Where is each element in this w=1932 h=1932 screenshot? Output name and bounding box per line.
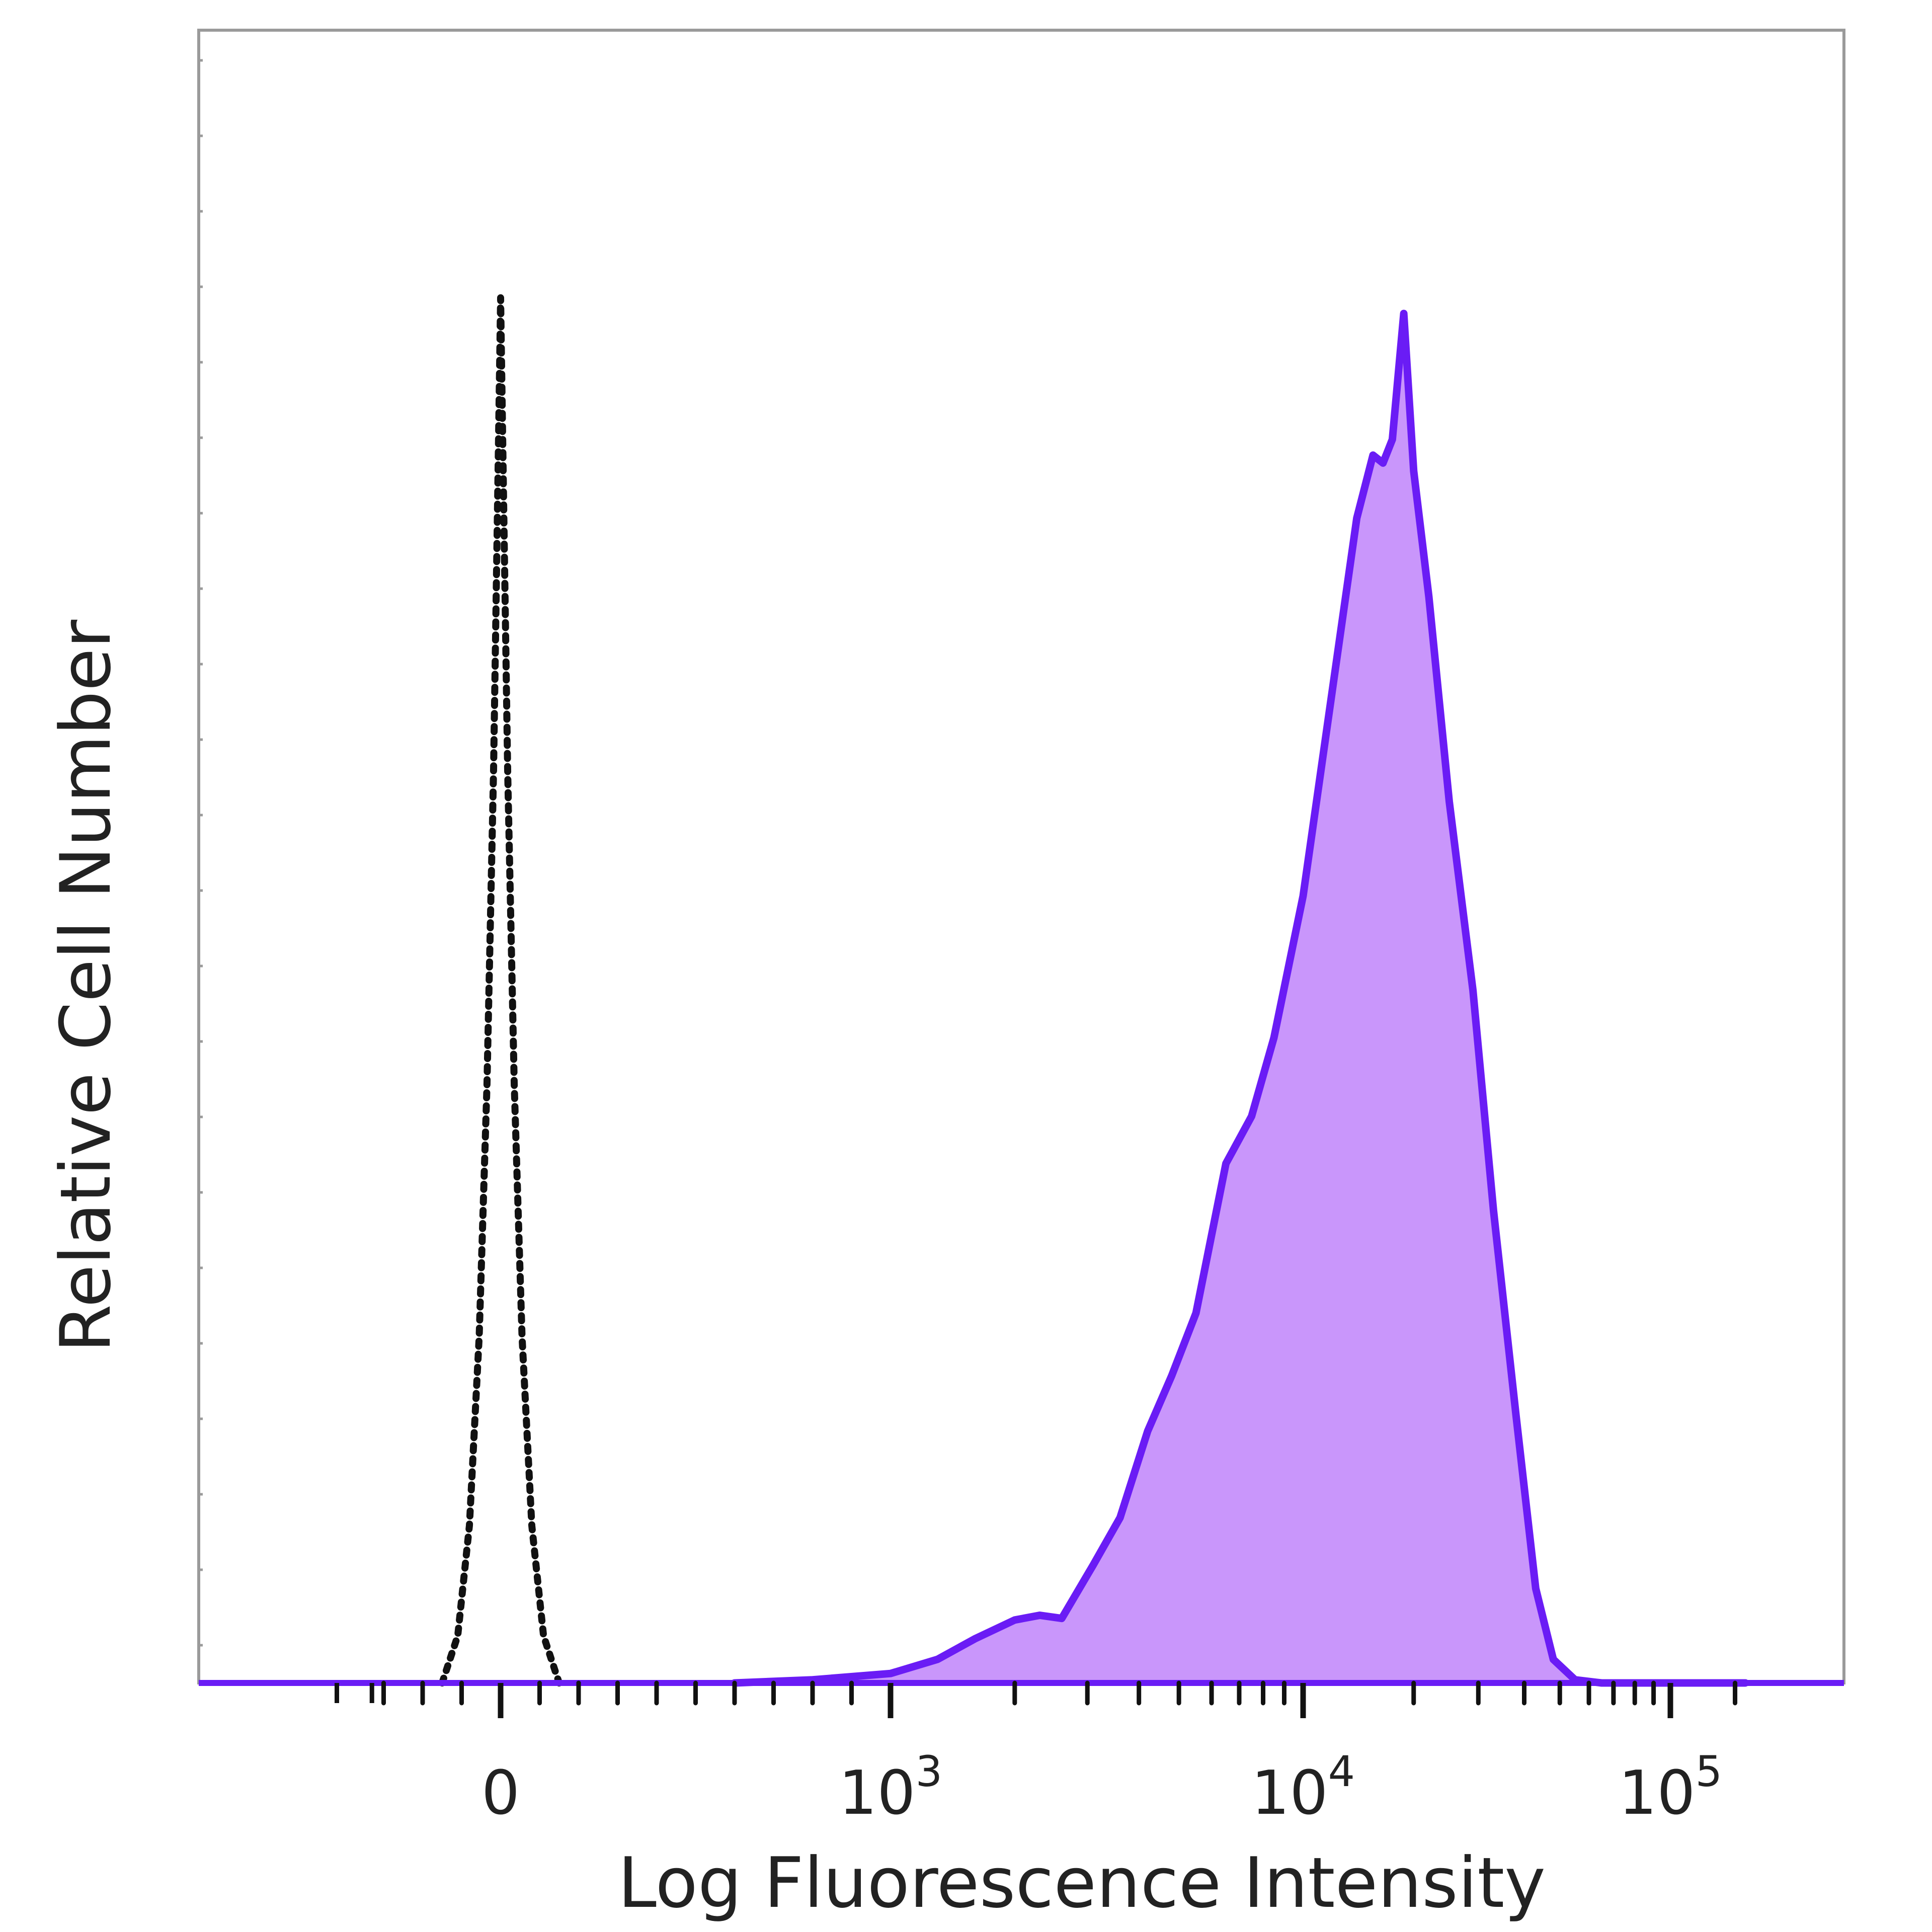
x-tick-label-base: 0 bbox=[481, 1758, 520, 1828]
x-tick-label-base: 10 bbox=[1619, 1758, 1696, 1828]
x-tick-label-base: 10 bbox=[1251, 1758, 1328, 1828]
x-axis: 0 103 104 105 bbox=[335, 1680, 1738, 1828]
plot-area bbox=[197, 29, 1845, 1684]
x-axis-title: Log Fluorescence Intensity bbox=[618, 1842, 1546, 1923]
series-group bbox=[199, 294, 1844, 1687]
x-tick-label: 0 bbox=[481, 1758, 520, 1828]
x-tick-label: 104 bbox=[1251, 1747, 1355, 1828]
x-tick-label: 105 bbox=[1619, 1747, 1722, 1828]
x-tick-label-exponent: 5 bbox=[1696, 1747, 1722, 1796]
x-tick-label-base: 10 bbox=[839, 1758, 916, 1828]
y-axis-title: Relative Cell Number bbox=[45, 619, 126, 1352]
series-1-area bbox=[735, 313, 1745, 1683]
series-0-line bbox=[438, 294, 563, 1686]
series-1-line bbox=[731, 309, 1749, 1687]
plot-frame bbox=[197, 29, 1845, 1684]
x-tick-label-exponent: 3 bbox=[916, 1747, 942, 1796]
x-tick-label: 103 bbox=[839, 1747, 942, 1828]
x-tick-label-exponent: 4 bbox=[1328, 1747, 1355, 1796]
